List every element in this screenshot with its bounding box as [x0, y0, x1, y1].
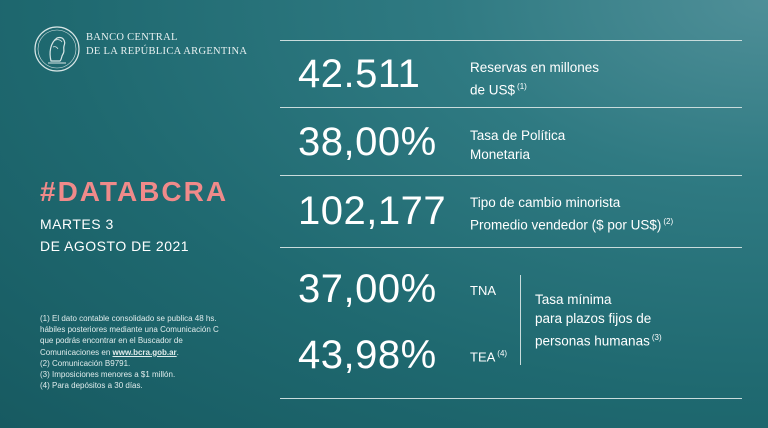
footnotes: (1) El dato contable consolidado se publ…	[40, 313, 270, 391]
tasa-politica-value: 38,00%	[298, 120, 437, 164]
bank-name: BANCO CENTRAL DE LA REPÚBLICA ARGENTINA	[86, 31, 247, 59]
reservas-label: Reservas en millones de US$ (1)	[470, 58, 599, 100]
rates-vertical-divider	[520, 275, 521, 365]
tea-label-text: TEA	[470, 349, 496, 365]
footnote-2: (2) Comunicación B9791.	[40, 358, 131, 368]
tasa-minima-line3: personas humanas (3)	[535, 328, 662, 351]
tasa-minima-line3-text: personas humanas	[535, 333, 650, 349]
bcra-logo-icon	[34, 26, 80, 72]
tasa-minima-line2: para plazos fijos de	[535, 311, 652, 326]
tasa-minima-note: (3)	[651, 333, 662, 342]
reservas-value: 42.511	[298, 52, 421, 96]
tna-value: 37,00%	[298, 267, 437, 311]
tipo-cambio-value: 102,177	[298, 189, 447, 233]
tipo-cambio-line1: Tipo de cambio minorista	[470, 195, 621, 210]
date-line1: MARTES 3	[40, 216, 114, 232]
reservas-label-line2: de US$ (1)	[470, 77, 599, 100]
reservas-note: (1)	[517, 82, 527, 91]
tasa-politica-line2: Monetaria	[470, 147, 531, 162]
bank-name-line1: BANCO CENTRAL	[86, 32, 178, 43]
footnote-1a: (1) El dato contable consolidado se publ…	[40, 314, 217, 323]
hashtag-title: #DATABCRA	[40, 176, 229, 207]
tna-label: TNA	[470, 283, 496, 298]
bank-name-line2: DE LA REPÚBLICA ARGENTINA	[86, 46, 248, 57]
footnote-1c: que podrás encontrar en el Buscador de	[40, 336, 183, 346]
footnote-4: (4) Para depósitos a 30 días.	[40, 381, 143, 391]
tasa-minima-line1: Tasa mínima	[535, 292, 612, 307]
divider	[280, 107, 742, 108]
tea-value: 43,98%	[298, 333, 437, 377]
bcra-link[interactable]: www.bcra.gob.ar	[112, 347, 177, 357]
tasa-minima-label: Tasa mínima para plazos fijos de persona…	[535, 290, 662, 351]
date-line2: DE AGOSTO DE 2021	[40, 238, 190, 254]
divider	[280, 40, 742, 41]
tea-note: (4)	[497, 349, 508, 358]
reservas-label-text: de US$	[470, 82, 516, 98]
tipo-cambio-label: Tipo de cambio minorista Promedio vended…	[470, 193, 673, 235]
divider	[280, 175, 742, 176]
tasa-politica-label: Tasa de Política Monetaria	[470, 126, 565, 164]
reservas-label-line1: Reservas en millones	[470, 60, 600, 75]
footnote-1d-text: Comunicaciones en	[40, 347, 111, 357]
divider	[280, 247, 742, 248]
tipo-cambio-note: (2)	[663, 217, 674, 226]
tea-label: TEA (4)	[470, 349, 507, 364]
tasa-politica-line1: Tasa de Política	[470, 128, 566, 143]
footnote-1b: hábiles posteriores mediante una Comunic…	[40, 325, 219, 335]
footnote-3: (3) Imposiciones menores a $1 millón.	[40, 370, 176, 380]
tipo-cambio-line2: Promedio vendedor ($ por US$) (2)	[470, 212, 673, 235]
tipo-cambio-line2-text: Promedio vendedor ($ por US$)	[470, 217, 662, 233]
footnote-1d: Comunicaciones en www.bcra.gob.ar.	[40, 347, 179, 357]
divider	[280, 398, 742, 399]
